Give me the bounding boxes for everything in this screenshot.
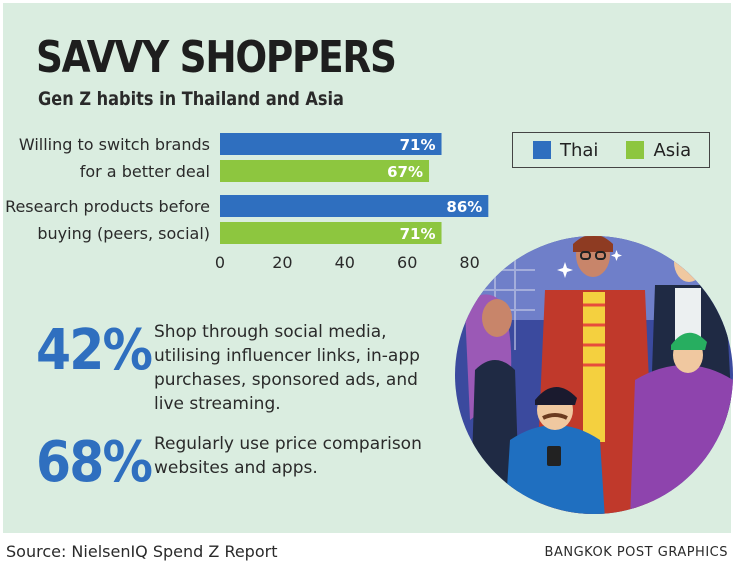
data-label: 86% [446,198,482,216]
chart-legend: Thai Asia [512,132,710,168]
category-label: buying (peers, social) [37,224,210,243]
x-tick-label: 60 [397,253,417,272]
category-label: Research products before [5,197,210,216]
x-tick-label: 40 [335,253,355,272]
legend-label-thai: Thai [560,139,599,161]
bar-thai [220,195,489,217]
stat-value: 42% [36,318,153,383]
category-label: for a better deal [80,162,210,181]
gen-z-shoppers-illustration [455,236,733,514]
bar-thai [220,133,442,155]
data-label: 71% [400,136,436,154]
legend-label-asia: Asia [653,139,692,161]
legend-swatch-asia [626,141,645,159]
stat-text: Regularly use price comparison websites … [154,434,422,478]
stat-value: 68% [36,430,153,495]
chart-title: SAVVY SHOPPERS [36,32,397,83]
data-label: 71% [400,225,436,243]
stat-social-media: 42% Shop through social media, utilising… [36,318,444,416]
x-tick-label: 0 [215,253,225,272]
bar-asia [220,222,442,244]
legend-swatch-thai [533,141,551,159]
stat-price-comparison: 68% Regularly use price comparison websi… [36,430,444,495]
legend-item-asia: Asia [626,140,691,161]
source-note: Source: NielsenIQ Spend Z Report [6,542,278,561]
x-tick-label: 20 [272,253,292,272]
bar-asia [220,160,430,182]
data-label: 67% [387,163,423,181]
stat-text: Shop through social media, utilising inf… [154,322,420,414]
graphics-credit: BANGKOK POST GRAPHICS [544,545,728,560]
x-tick-label: 80 [459,253,479,272]
category-label: Willing to switch brands [19,135,210,154]
chart-subtitle: Gen Z habits in Thailand and Asia [38,88,344,110]
legend-item-thai: Thai [533,140,598,161]
